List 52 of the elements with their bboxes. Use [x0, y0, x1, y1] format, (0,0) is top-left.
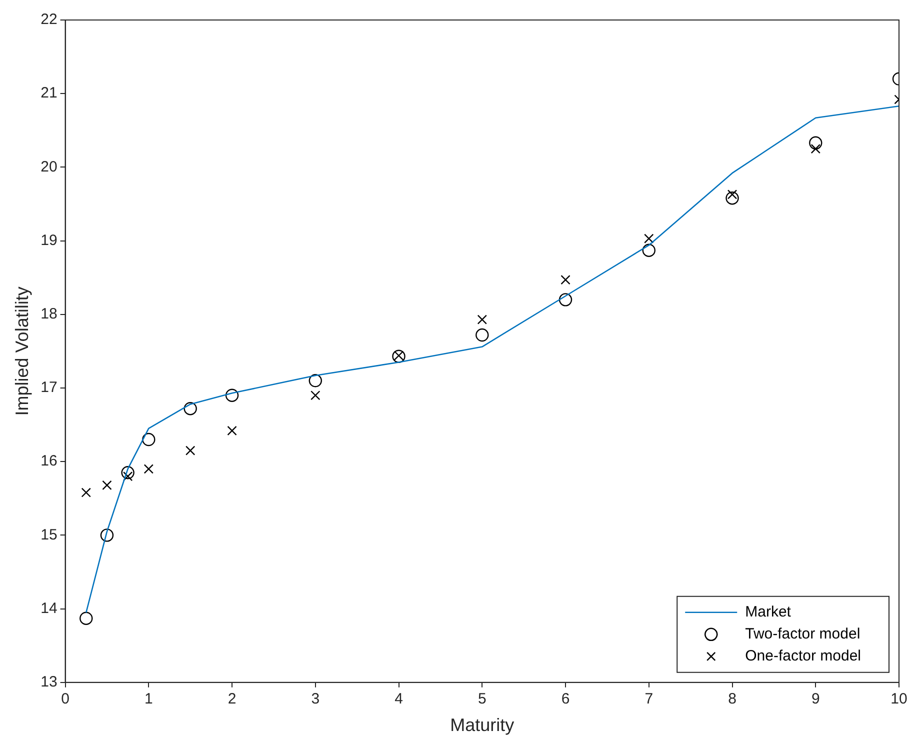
point — [642, 244, 656, 257]
y-tick-label: 22 — [40, 11, 58, 28]
point — [558, 293, 572, 306]
y-axis-title: Implied Volatility — [12, 286, 32, 416]
point — [476, 328, 489, 342]
point — [121, 466, 134, 480]
y-tick-label: 15 — [40, 526, 58, 544]
point — [308, 374, 322, 388]
point — [102, 480, 112, 490]
x-tick-label: 10 — [890, 690, 908, 708]
point — [394, 350, 404, 360]
point — [477, 314, 487, 324]
point — [810, 144, 820, 154]
point — [122, 471, 133, 482]
x-tick-label: 6 — [561, 690, 570, 708]
point — [142, 432, 156, 446]
x-tick-label: 5 — [478, 690, 486, 708]
point — [392, 350, 406, 363]
point — [144, 464, 154, 474]
y-tick-label: 14 — [40, 600, 58, 617]
point — [186, 446, 196, 456]
legend-label: Market — [745, 604, 792, 621]
y-tick-label: 21 — [40, 84, 58, 102]
y-tick-label: 18 — [40, 306, 58, 323]
point — [81, 488, 91, 498]
point — [809, 136, 822, 150]
x-tick-label: 1 — [144, 690, 153, 708]
point — [644, 234, 654, 244]
y-tick-label: 17 — [40, 379, 58, 396]
y-tick-label: 13 — [40, 674, 58, 691]
legend-label: Two-factor model — [745, 626, 860, 643]
point — [726, 192, 739, 205]
point — [560, 274, 570, 285]
y-tick-label: 19 — [40, 232, 58, 249]
x-tick-label: 8 — [728, 690, 736, 708]
point — [225, 388, 239, 402]
x-tick-label: 9 — [811, 690, 820, 708]
y-tick-label: 16 — [40, 452, 58, 470]
x-tick-label: 7 — [644, 690, 654, 708]
legend-label: One-factor model — [745, 648, 862, 665]
x-tick-label: 4 — [394, 690, 403, 708]
point — [310, 390, 320, 400]
point — [227, 426, 237, 436]
point — [100, 528, 114, 542]
point — [80, 612, 93, 625]
x-axis-title: Maturity — [450, 715, 514, 736]
x-tick-label: 2 — [228, 690, 236, 708]
point — [184, 402, 197, 416]
x-tick-label: 0 — [61, 690, 70, 708]
point — [727, 190, 738, 200]
y-tick-label: 20 — [40, 158, 58, 176]
x-tick-label: 3 — [311, 690, 320, 708]
